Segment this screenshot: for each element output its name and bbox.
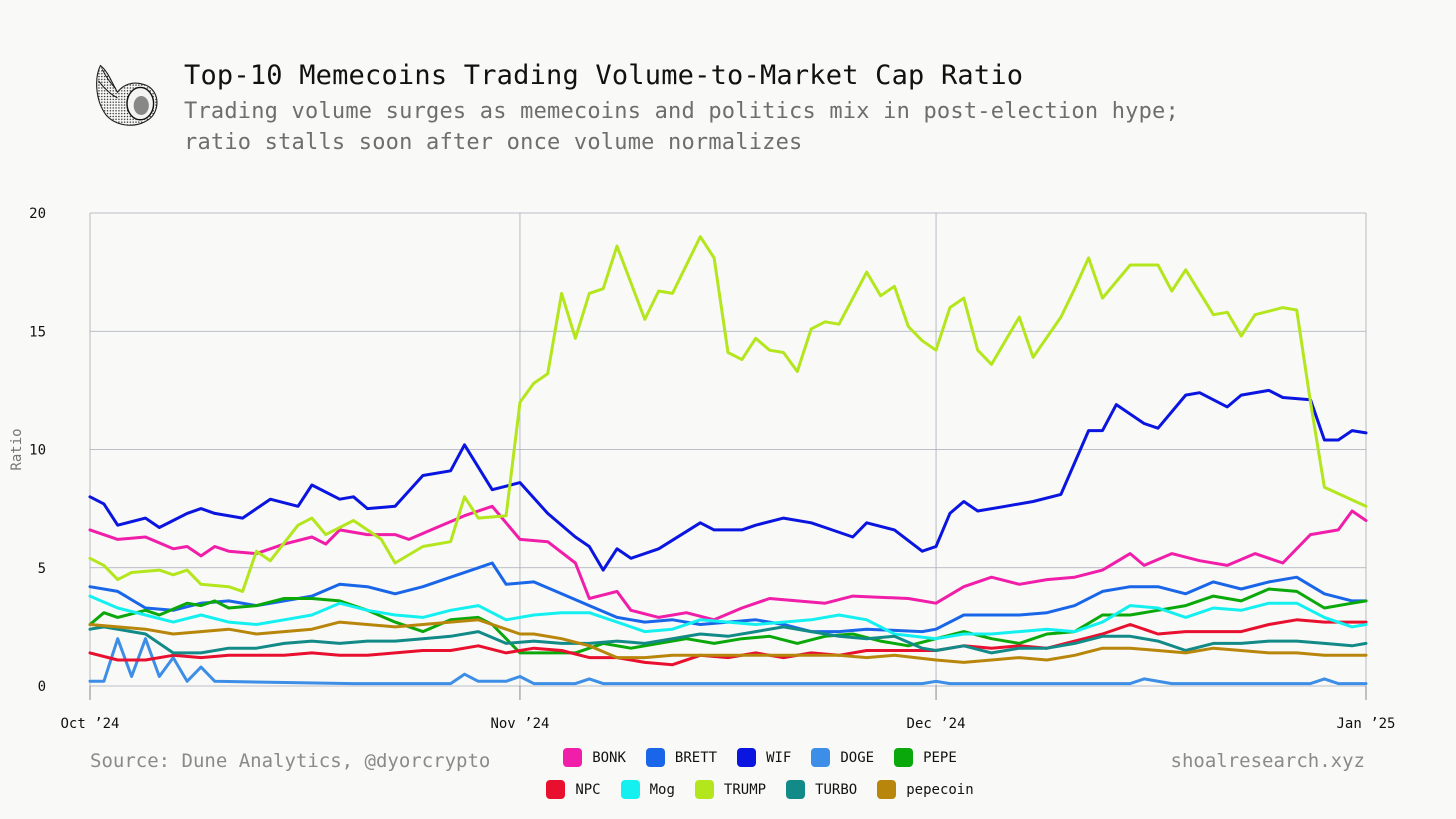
y-tick-label: 20 [29, 206, 46, 222]
y-tick-label: 15 [29, 324, 46, 340]
legend-swatch [811, 748, 831, 767]
legend-swatch [786, 780, 806, 799]
legend-swatch [694, 780, 714, 799]
source-note: Source: Dune Analytics, @dyorcrypto [90, 750, 491, 772]
series-line-bonk [88, 504, 1368, 622]
y-tick-label: 5 [38, 561, 46, 577]
legend-label: TRUMP [723, 781, 767, 798]
legend-label: BONK [592, 749, 626, 766]
series-line-trump [88, 235, 1368, 593]
series-line-npc [88, 618, 1368, 667]
legend-item-turbo: TURBO [786, 780, 857, 799]
shell-logo-icon [96, 64, 158, 126]
legend-item-bonk: BONK [563, 748, 626, 767]
legend-item-mog: Mog [620, 780, 675, 799]
legend-swatch [877, 780, 897, 799]
legend-label: Mog [649, 781, 675, 798]
chart-subtitle-line-1: Trading volume surges as memecoins and p… [184, 99, 1179, 124]
y-axis-label: Ratio [9, 428, 25, 470]
legend-item-pepecoin: pepecoin [877, 780, 974, 799]
series-line-mog [88, 594, 1368, 641]
legend-label: DOGE [840, 749, 875, 766]
chart-subtitle: Trading volume surges as memecoins and p… [184, 96, 1284, 158]
x-tick-label: Nov ’24 [490, 716, 549, 732]
series-line-brett [88, 561, 1368, 634]
chart-title: Top-10 Memecoins Trading Volume-to-Marke… [184, 60, 1024, 91]
legend-label: PEPE [923, 749, 957, 766]
legend-swatch [563, 748, 583, 767]
series-line-doge [88, 637, 1368, 686]
chart-subtitle-line-2: ratio stalls soon after once volume norm… [184, 130, 803, 155]
legend-label: pepecoin [906, 781, 974, 798]
legend-item-trump: TRUMP [694, 780, 767, 799]
legend-item-wif: WIF [737, 748, 791, 767]
website-credit: shoalresearch.xyz [1170, 750, 1365, 772]
legend-label: TURBO [815, 781, 858, 798]
legend-item-npc: NPC [546, 780, 601, 799]
series-line-pepe [88, 587, 1368, 655]
chart-legend: BONK BRETT WIF DOGE PEPE NPC Mog TRUMP TURBO pepe… [540, 748, 980, 799]
legend-label: BRETT [674, 749, 718, 766]
legend-item-pepe: PEPE [894, 748, 957, 767]
legend-item-doge: DOGE [811, 748, 874, 767]
x-tick-label: Dec ’24 [907, 716, 966, 732]
legend-label: NPC [575, 781, 601, 798]
legend-swatch [546, 780, 566, 799]
legend-item-brett: BRETT [645, 748, 718, 767]
legend-swatch [737, 748, 757, 767]
series-line-wif [88, 388, 1368, 572]
y-tick-label: 10 [29, 443, 46, 459]
y-tick-label: 0 [38, 679, 46, 695]
series-line-pepecoin [88, 618, 1368, 664]
legend-swatch [894, 748, 914, 767]
legend-label: WIF [766, 749, 792, 766]
x-tick-label: Oct ’24 [60, 716, 119, 732]
series-line-turbo [88, 625, 1368, 655]
x-tick-label: Jan ’25 [1336, 716, 1395, 732]
legend-swatch [620, 780, 640, 799]
legend-swatch [645, 748, 665, 767]
